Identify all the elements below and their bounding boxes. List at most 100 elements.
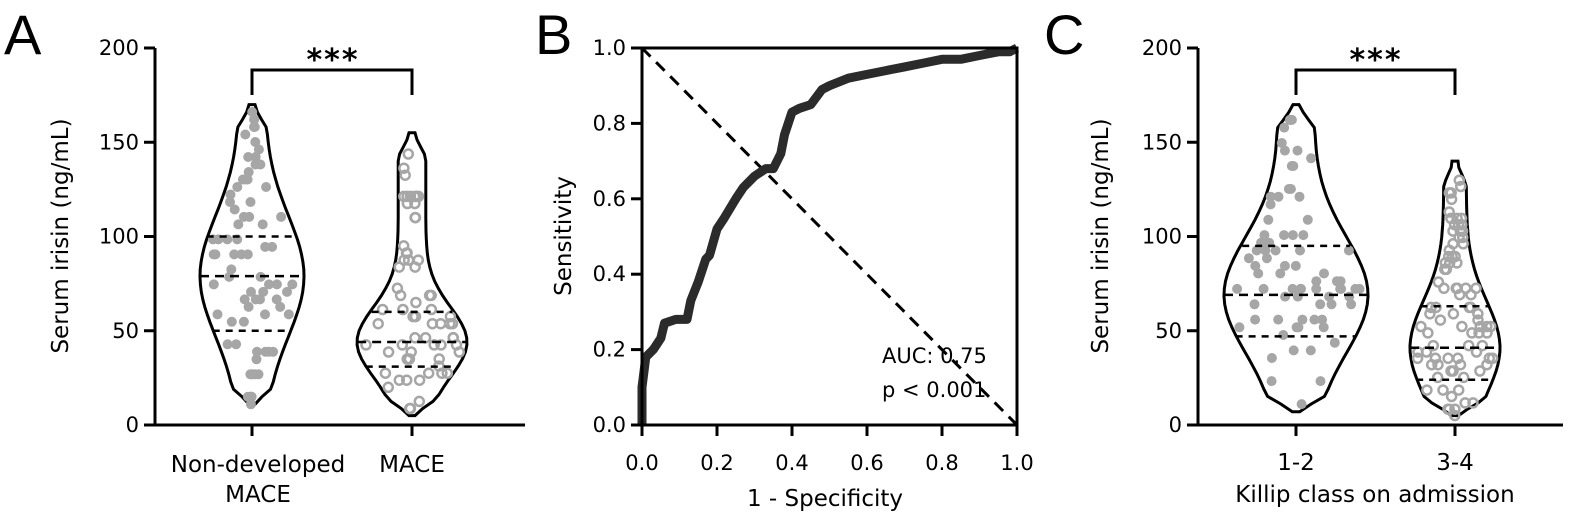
roc-reference-line	[640, 46, 1019, 427]
panel-a-violin-0-point	[236, 249, 247, 260]
panel-c-violin-0-point	[1344, 291, 1355, 302]
panel-c-violin-1-point	[1445, 187, 1457, 199]
panel-c-violin-0-point	[1295, 245, 1305, 256]
panel-a-violin-0-point	[233, 219, 244, 230]
panel-c-violin-1-point	[1474, 365, 1486, 377]
panel-c-violin-0-point	[1250, 314, 1261, 325]
panel-c-violin-0-point	[1311, 283, 1322, 294]
panel-a-violin-0-point	[245, 399, 256, 410]
panel-b-y-axis-title: Sensitivity	[551, 176, 577, 296]
panel-c-violin-1-point	[1432, 358, 1444, 371]
panel-a-violin-1-point	[398, 162, 410, 174]
panel-a-violin-0-point	[257, 219, 268, 230]
panel-a-violin-0-point	[255, 159, 266, 170]
panel-a-violin-0-point	[260, 241, 271, 252]
panel-c-violin-1-point	[1437, 384, 1449, 396]
panel-a-y-tick-label-3: 150	[99, 130, 139, 154]
panel-c-violin-0-point	[1250, 260, 1261, 271]
panel-c-violin-0-point	[1335, 276, 1346, 287]
panel-a-violin-1-point	[413, 395, 426, 408]
panel-a-violin-0-point	[250, 152, 261, 162]
panel-b-y-tick-label-2: 0.4	[593, 262, 626, 286]
panel-c-violin-0-point	[1287, 283, 1298, 294]
panel-a-y-tick-label-2: 100	[99, 225, 139, 249]
panel-a-violin-1-point	[372, 317, 384, 330]
panel-c-violin-0-point	[1273, 191, 1284, 202]
panel-c-violin-1-point	[1429, 352, 1442, 365]
panel-a-violin-1-point	[396, 339, 409, 351]
panel-a-violin-1-point	[413, 374, 426, 386]
panel-c-violin-0-point	[1329, 337, 1340, 348]
panel-c-violin-0-point	[1286, 114, 1297, 125]
panel-c-violin-1-point	[1474, 320, 1487, 333]
panel-a-category-0-line1: Non-developed	[171, 452, 345, 478]
panel-c-violin-1-point	[1459, 397, 1471, 409]
panel-c-significance-bracket	[1294, 68, 1457, 95]
panel-c-violin-1-point	[1431, 371, 1444, 384]
panel-c-violin-1-point	[1411, 352, 1424, 365]
panel-c-violin-0-point	[1261, 253, 1272, 264]
panel-a-violin-0-point	[247, 107, 258, 117]
panel-c-violin-0-point	[1270, 245, 1281, 256]
panel-c-violin-0-point	[1343, 245, 1354, 256]
panel-a-violin-1-point	[382, 346, 395, 358]
panel-c-violin-0-point	[1243, 253, 1254, 264]
panel-a-violin-0-point	[226, 316, 237, 327]
panel-a-violin-1-point	[409, 197, 421, 210]
panel-c-violin-0-point	[1258, 283, 1269, 294]
panel-c-violin-1-point	[1442, 352, 1454, 365]
panel-a-violin-0-point	[212, 309, 223, 320]
panel-c-violin-1-point	[1445, 193, 1458, 206]
panel-a-violin-0-point	[260, 346, 271, 357]
panel-c-violin-1-point	[1445, 390, 1458, 403]
panel-a-violin-1-point	[446, 317, 459, 330]
panel-c-violin-0-point	[1290, 260, 1301, 271]
panel-a-violin-0-point	[260, 309, 270, 320]
panel-c-violin-0-point	[1234, 322, 1245, 333]
panel-c-violin-0-point	[1298, 230, 1309, 241]
panel-a-violin-0-point	[282, 286, 292, 297]
panel-a-violin-1-point	[401, 197, 414, 210]
panel-c-violin-1-point	[1466, 327, 1478, 339]
panel-a-violin-0-point	[243, 167, 254, 177]
panel-c-violin-1-point	[1454, 180, 1467, 193]
panel-a-violin-0-outline	[198, 103, 306, 406]
panel-c-violin-1-point	[1440, 263, 1453, 276]
panel-c-violin-0-point	[1266, 353, 1277, 363]
panel-a-violin-1-point	[402, 254, 415, 266]
panel-a-violin-0-point	[267, 241, 278, 252]
panel-a-y-tick-label-4: 200	[99, 36, 139, 60]
panel-c-violin-1-point	[1454, 225, 1467, 237]
panel-c-violin-0-point	[1288, 345, 1299, 356]
panel-c-x-axis-title: Killip class on admission	[1235, 482, 1514, 508]
panel-a-violin-0-point	[237, 174, 248, 185]
panel-c-violin-1-point	[1448, 218, 1461, 231]
panel-a-significance-stars: ***	[306, 43, 359, 78]
panel-a-violin-0-point	[251, 354, 262, 365]
panel-c-violin-1-point	[1447, 225, 1459, 237]
panel-c-violin-1-point	[1451, 212, 1463, 225]
panel-c-violin-0-point	[1273, 314, 1284, 325]
panel-c-violin-1-point	[1447, 308, 1460, 320]
panel-c-violin-0-outline	[1222, 103, 1370, 414]
panel-a-y-tick-label-1: 50	[112, 319, 139, 343]
panel-c-violin-0-point	[1317, 314, 1328, 325]
panel-b-x-tick-label-3: 0.6	[850, 451, 883, 475]
panel-c-violin-0-point	[1336, 283, 1347, 294]
panel-a-violin-0-point	[271, 294, 282, 305]
panel-c-violin-0-point	[1315, 299, 1326, 310]
panel-c-violin-1-point	[1456, 231, 1469, 244]
panel-a-violin-0-point	[229, 249, 240, 260]
panel-b-y-tick-label-1: 0.2	[593, 338, 626, 362]
panel-c-violin-1-point	[1443, 206, 1455, 218]
panel-c-violin-0-point	[1279, 230, 1289, 241]
panel-a-violin-0-point	[268, 346, 279, 357]
panel-a-violin-1-point	[360, 339, 372, 351]
panel-c-violin-0-point	[1259, 230, 1270, 241]
panel-a-violin-0-point	[226, 264, 237, 275]
panel-c-violin-0-point	[1279, 260, 1290, 271]
panel-b-x-tick-label-4: 0.8	[925, 451, 958, 475]
panel-c-violin-chart: 0 50 100 150 200 Serum irisin (ng/mL) 1-2 3-…	[1088, 36, 1563, 508]
panel-c-violin-1-point	[1456, 320, 1468, 333]
panel-a-violin-1-point	[428, 339, 440, 351]
